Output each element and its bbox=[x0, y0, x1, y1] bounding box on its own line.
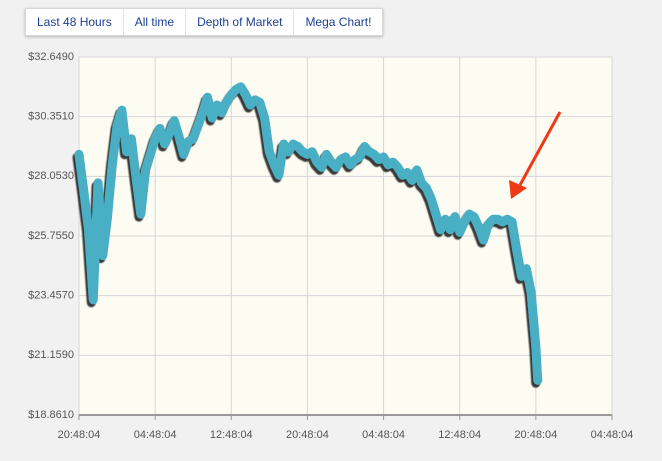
y-tick-label: $23.4570 bbox=[28, 290, 74, 302]
y-tick-label: $25.7550 bbox=[28, 230, 74, 242]
x-tick-label: 20:48:04 bbox=[514, 429, 557, 441]
y-tick-label: $32.6490 bbox=[28, 51, 74, 63]
x-tick-label: 12:48:04 bbox=[438, 429, 481, 441]
x-tick-label: 20:48:04 bbox=[58, 429, 101, 441]
tab[interactable]: Depth of Market bbox=[186, 9, 295, 35]
x-tick-label: 04:48:04 bbox=[134, 429, 177, 441]
y-tick-label: $28.0530 bbox=[28, 170, 74, 182]
arrow-head bbox=[509, 180, 527, 199]
y-tick-label: $30.3510 bbox=[28, 111, 74, 123]
tab-bar: Last 48 Hours All time Depth of Market M… bbox=[25, 8, 384, 36]
x-tick-label: 20:48:04 bbox=[286, 429, 329, 441]
x-tick-label: 04:48:04 bbox=[591, 429, 634, 441]
arrow-annotation bbox=[509, 111, 562, 199]
x-tick-label: 04:48:04 bbox=[362, 429, 405, 441]
tab[interactable]: Last 48 Hours bbox=[26, 9, 124, 35]
y-tick-label: $21.1590 bbox=[28, 349, 74, 361]
tab[interactable]: Mega Chart! bbox=[305, 15, 372, 29]
arrow-shaft bbox=[518, 111, 562, 186]
tab[interactable]: All time bbox=[124, 9, 187, 35]
y-tick-label: $18.8610 bbox=[28, 409, 74, 421]
x-tick-label: 12:48:04 bbox=[210, 429, 253, 441]
price-line bbox=[74, 82, 543, 385]
